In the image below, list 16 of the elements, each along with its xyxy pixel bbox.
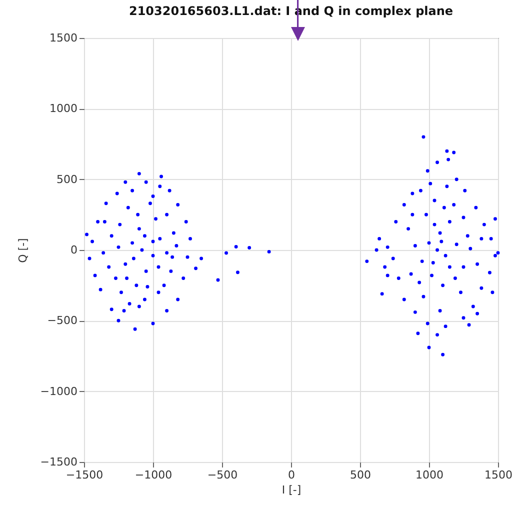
x-tick-label: 0 — [288, 468, 295, 482]
x-tick-label: −1500 — [66, 468, 104, 482]
y-tick-label: 1500 — [50, 32, 78, 44]
y-tick-label: 500 — [56, 172, 78, 186]
y-tick-label: −1500 — [40, 456, 78, 468]
y-tick-label: −1000 — [40, 384, 78, 398]
x-tick-label: 1000 — [416, 468, 444, 482]
y-tick-label: 0 — [70, 244, 78, 256]
y-tick-label: −500 — [47, 314, 78, 328]
y-tick-label: 1000 — [50, 102, 78, 116]
x-tick-label: 1500 — [484, 468, 512, 482]
y-axis-title: Q [-] — [16, 238, 30, 263]
x-tick-label: 500 — [350, 468, 371, 482]
x-tick-label: −500 — [207, 468, 238, 482]
x-axis-title: I [-] — [282, 484, 302, 496]
x-tick-label: −1000 — [134, 468, 172, 482]
